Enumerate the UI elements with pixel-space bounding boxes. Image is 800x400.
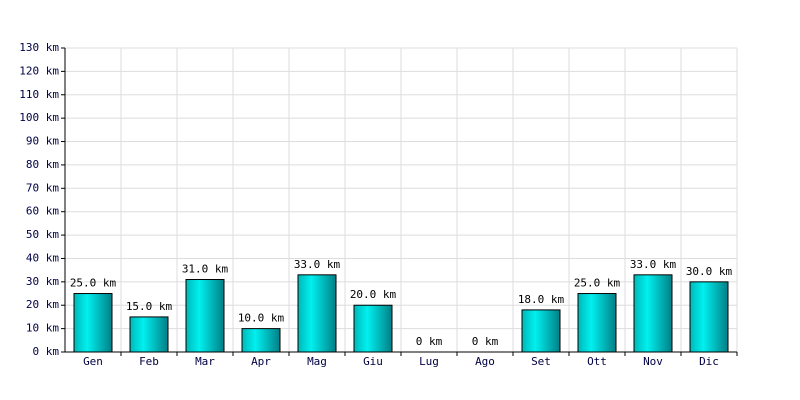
y-tick-label: 60 km [26,205,59,218]
bar [521,309,561,353]
value-label: 25.0 km [574,277,621,290]
y-tick-label: 70 km [26,181,59,194]
x-tick-label: Ago [475,355,495,368]
x-tick-label: Nov [643,355,663,368]
bar [129,316,169,353]
y-tick-label: 100 km [19,111,59,124]
x-tick-label: Apr [251,355,271,368]
bar [185,279,225,353]
value-label: 31.0 km [182,263,229,276]
value-label: 25.0 km [70,277,117,290]
y-tick-label: 20 km [26,298,59,311]
value-label: 0 km [472,335,499,348]
y-tick-label: 40 km [26,251,59,264]
x-tick-label: Feb [139,355,159,368]
bar [297,274,337,353]
bar [241,328,281,353]
value-label: 33.0 km [294,258,341,271]
y-tick-label: 110 km [19,88,59,101]
value-label: 33.0 km [630,258,677,271]
x-tick-label: Mag [307,355,327,368]
bar [577,293,617,353]
x-tick-label: Lug [419,355,439,368]
value-label: 10.0 km [238,312,285,325]
bar [353,304,393,353]
value-label: 18.0 km [518,293,565,306]
x-tick-label: Giu [363,355,383,368]
x-tick-label: Gen [83,355,103,368]
x-tick-label: Ott [587,355,607,368]
value-label: 30.0 km [686,265,733,278]
value-label: 0 km [416,335,443,348]
y-tick-label: 50 km [26,228,59,241]
y-tick-label: 130 km [19,41,59,54]
y-tick-label: 80 km [26,158,59,171]
y-tick-label: 0 km [33,345,60,358]
y-tick-label: 120 km [19,64,59,77]
y-tick-label: 30 km [26,275,59,288]
bar [633,274,673,353]
y-tick-label: 10 km [26,322,59,335]
x-tick-label: Set [531,355,551,368]
bar [73,293,113,353]
x-tick-label: Mar [195,355,215,368]
x-tick-label: Dic [699,355,719,368]
y-tick-label: 90 km [26,135,59,148]
value-label: 20.0 km [350,288,397,301]
value-label: 15.0 km [126,300,173,313]
bar [689,281,729,353]
